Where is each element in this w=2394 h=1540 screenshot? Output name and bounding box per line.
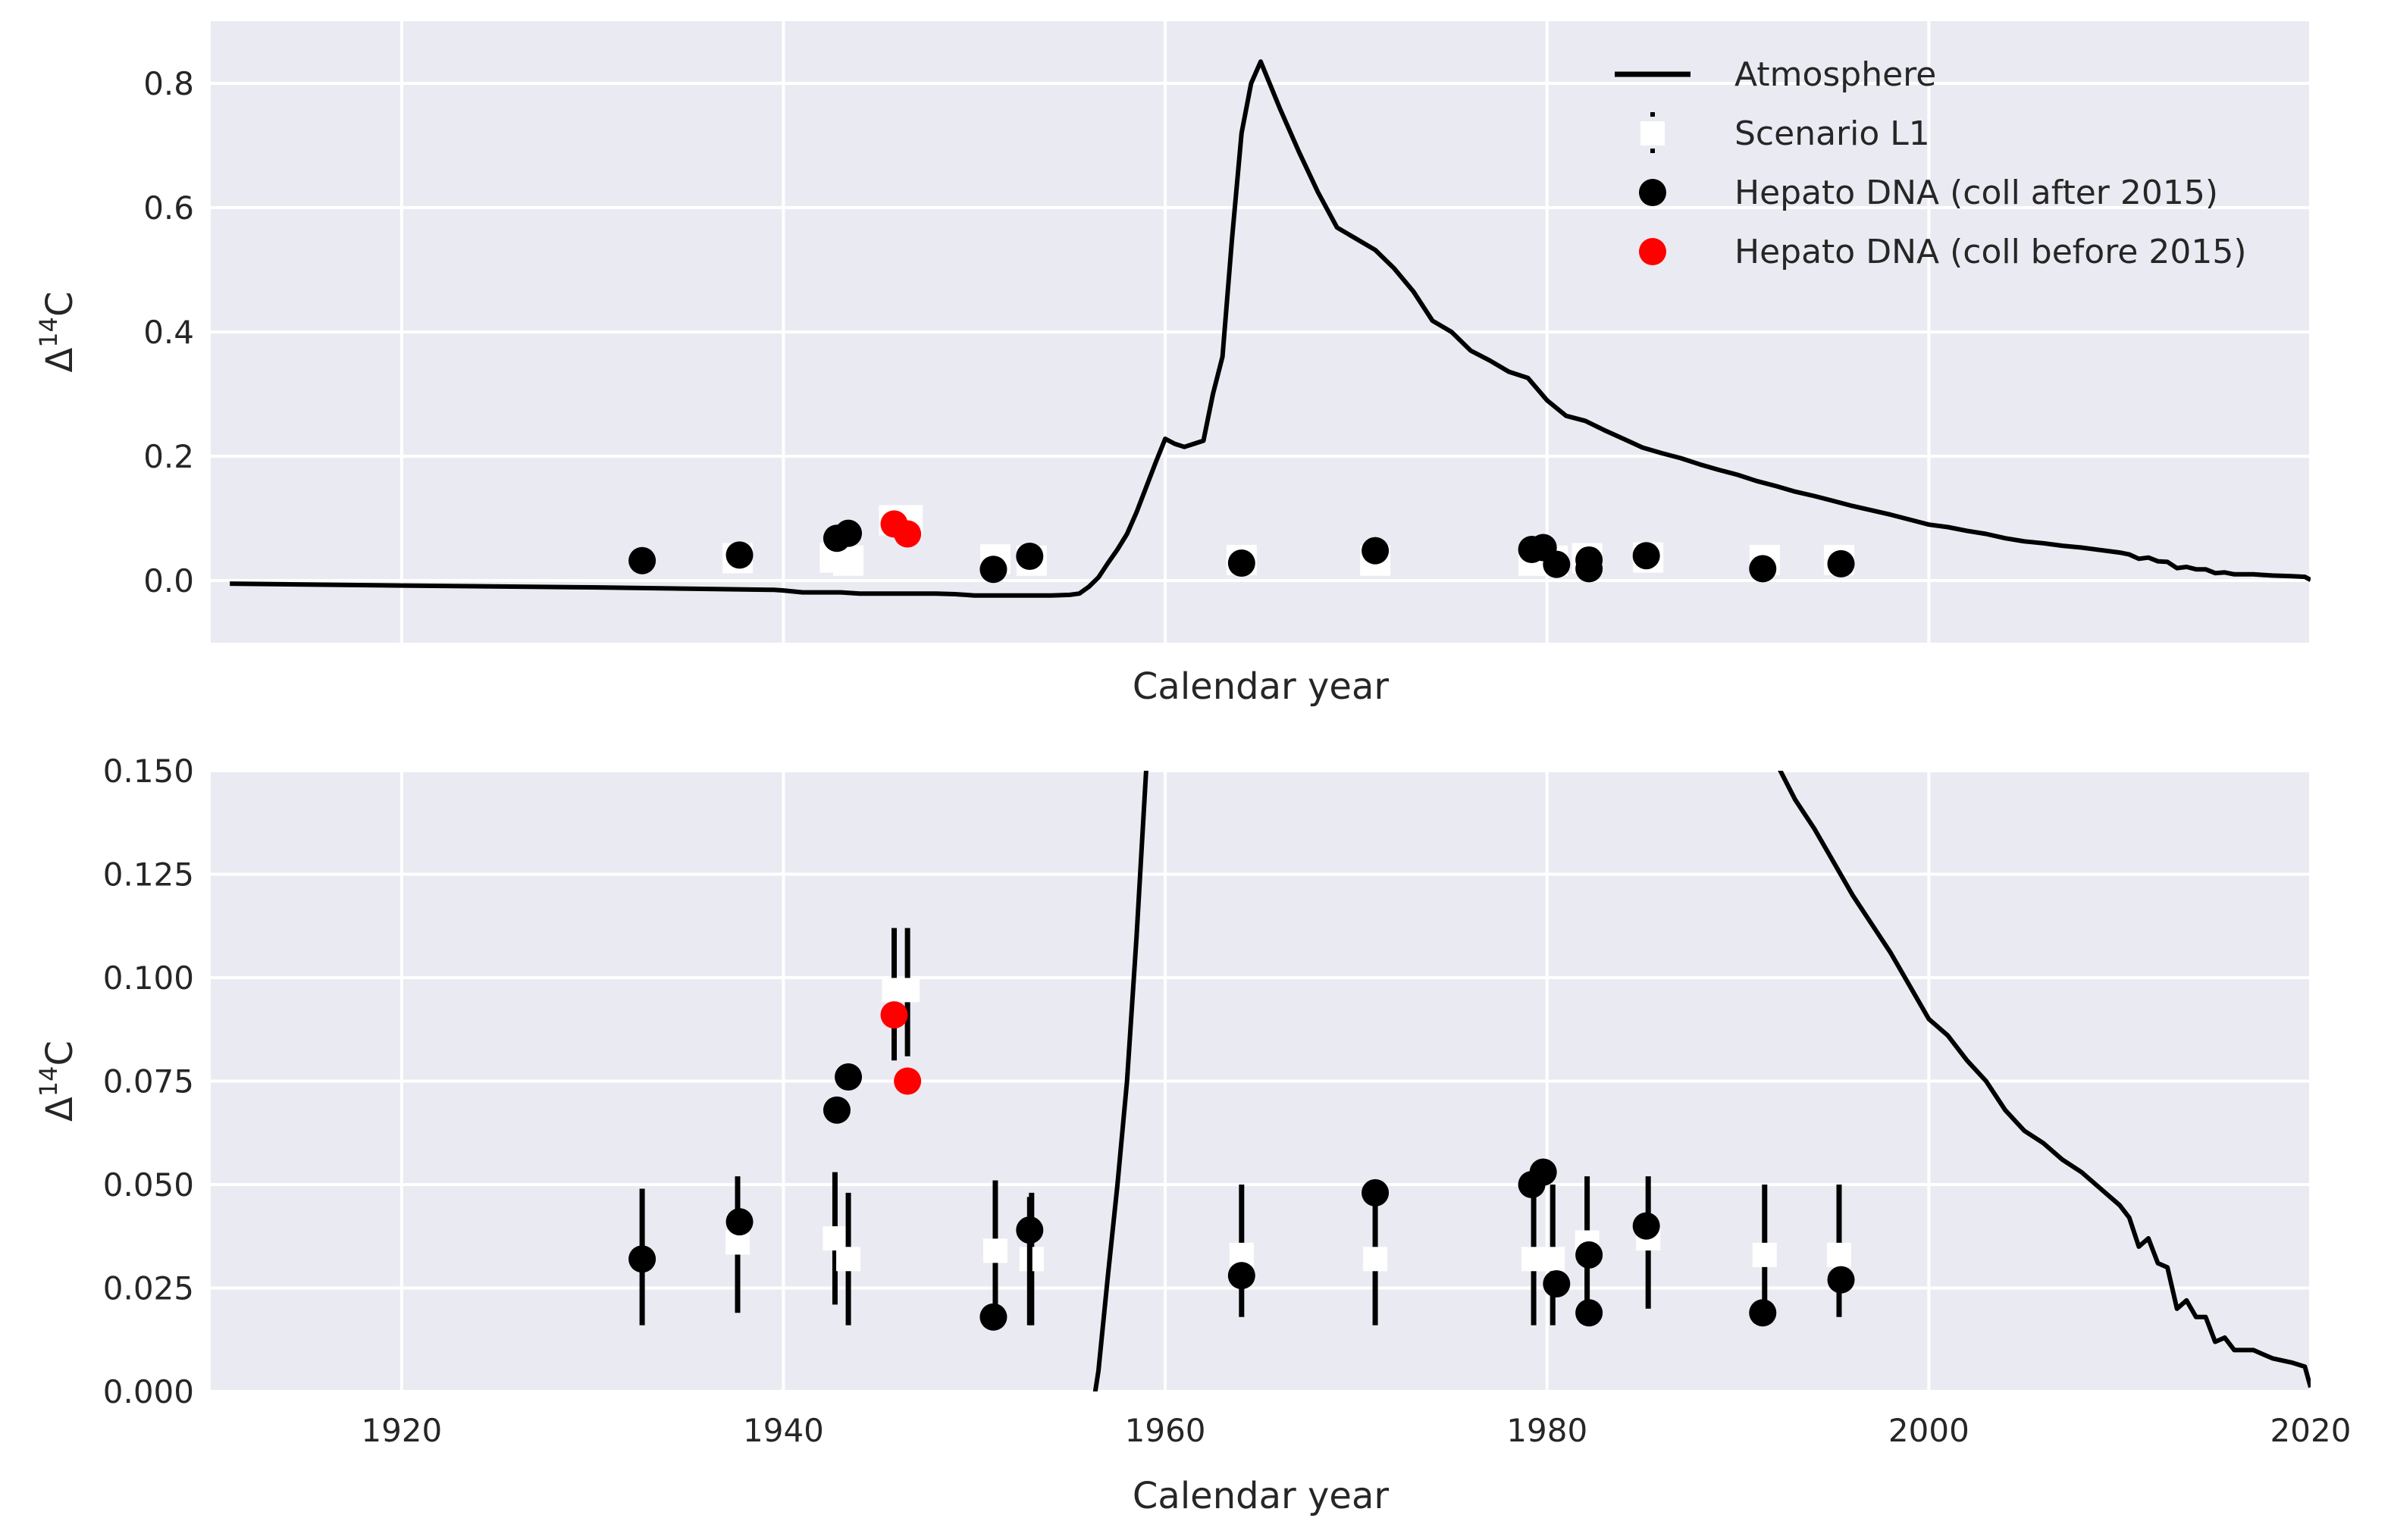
bottom-y-label-c: C [39,1041,81,1066]
hepato-after-point [725,1208,754,1236]
bottom-x-tick-labels: 1920 1940 1960 1980 2000 2020 [361,1412,2351,1449]
hepato-after-point [1362,1178,1390,1207]
bottom-x-axis-label: Calendar year [1133,1475,1389,1517]
bottom-data-marks [628,771,2311,1391]
legend-label: Scenario L1 [1734,114,1930,153]
y-tick-label: 0.000 [103,1373,194,1410]
hepato-after-point [1575,1299,1603,1327]
bottom-y-label-sup: 14 [34,1066,63,1097]
atmosphere-line [230,59,2311,598]
hepato-after-point [628,546,656,574]
hepato-after-point [1749,1299,1777,1327]
legend-square-swatch [1640,121,1665,146]
x-tick-label: 1940 [743,1412,824,1449]
hepato-after-point [1827,1266,1855,1294]
hepato-after-point [979,1303,1007,1331]
y-tick-label: 0.0 [143,562,194,599]
top-y-label-delta: Δ [39,348,81,373]
hepato-after-point [628,1245,656,1273]
legend-circle-swatch [1639,179,1666,206]
legend-label: Hepato DNA (coll after 2015) [1734,174,2218,212]
bottom-y-axis-label: Δ14C [34,1041,81,1122]
y-tick-label: 0.4 [143,314,194,351]
y-tick-label: 0.025 [103,1270,194,1307]
y-tick-label: 0.100 [103,959,194,997]
legend-label: Hepato DNA (coll before 2015) [1734,233,2247,271]
y-tick-label: 0.050 [103,1166,194,1204]
atmosphere-line [1092,771,2311,1391]
top-x-axis-label: Calendar year [1133,665,1389,708]
hepato-after-point [1632,1212,1660,1240]
hepato-after-point [1016,1216,1044,1244]
legend: Atmosphere Scenario L1 Hepato DNA (coll af… [1615,55,2247,271]
bottom-y-label-delta: Δ [39,1097,81,1122]
top-gridlines [211,21,2312,643]
hepato-before-point [894,1067,922,1095]
legend-entry: Hepato DNA (coll after 2015) [1639,174,2218,212]
y-tick-label: 0.8 [143,65,194,102]
hepato-after-point [979,556,1007,584]
hepato-after-point [823,1096,851,1124]
x-tick-label: 2000 [1888,1412,1969,1449]
y-tick-label: 0.075 [103,1063,194,1100]
legend-entry: Hepato DNA (coll before 2015) [1639,233,2247,271]
y-tick-label: 0.125 [103,856,194,894]
y-tick-label: 0.2 [143,438,194,475]
top-y-label-sup: 14 [34,317,63,348]
hepato-after-point [1543,550,1571,578]
x-tick-label: 2020 [2270,1412,2352,1449]
scenario-l1-marker [1752,1242,1777,1267]
bottom-gridlines [211,769,2312,1393]
hepato-after-point [1632,542,1660,570]
scenario-l1-marker [895,978,920,1003]
x-tick-label: 1960 [1125,1412,1206,1449]
bottom-panel: 0.000 0.025 0.050 0.075 0.100 0.125 0.150 1920… [34,753,2351,1517]
scenario-l1-marker [836,1247,861,1272]
hepato-after-point [1575,1241,1603,1269]
bottom-y-tick-labels: 0.000 0.025 0.050 0.075 0.100 0.125 0.150 [103,753,194,1410]
scenario-l1-marker [1827,1242,1852,1267]
scenario-l1-marker [823,1225,848,1250]
hepato-before-point [880,1001,908,1029]
scenario-l1-marker [982,1238,1007,1263]
top-y-label-c: C [39,291,81,317]
hepato-after-point [1827,549,1855,578]
hepato-after-point [1362,537,1390,565]
top-y-tick-labels: 0.0 0.2 0.4 0.6 0.8 [143,65,194,599]
x-tick-label: 1920 [361,1412,442,1449]
hepato-after-point [1749,555,1777,583]
top-y-axis-label: Δ14C [34,291,81,372]
scenario-l1-marker [1540,1247,1565,1272]
hepato-after-point [1016,543,1044,571]
hepato-after-point [1543,1270,1571,1298]
y-tick-label: 0.6 [143,189,194,227]
hepato-after-point [1529,1158,1557,1186]
hepato-after-point [1227,549,1255,578]
legend-circle-swatch [1639,238,1666,265]
legend-label: Atmosphere [1734,55,1936,94]
hepato-after-point [1227,1262,1255,1290]
hepato-after-point [1575,555,1603,583]
top-data-marks [230,59,2311,598]
hepato-after-point [835,1063,863,1091]
legend-entry: Atmosphere [1615,55,1936,94]
scenario-l1-marker [1363,1247,1388,1272]
hepato-after-point [725,541,754,569]
y-tick-label: 0.150 [103,753,194,790]
x-tick-label: 1980 [1506,1412,1587,1449]
legend-entry: Scenario L1 [1640,112,1930,155]
hepato-after-point [835,519,863,547]
hepato-before-point [894,520,922,548]
top-panel: 0.0 0.2 0.4 0.6 0.8 Calendar year Δ14C Atmos… [34,21,2312,708]
